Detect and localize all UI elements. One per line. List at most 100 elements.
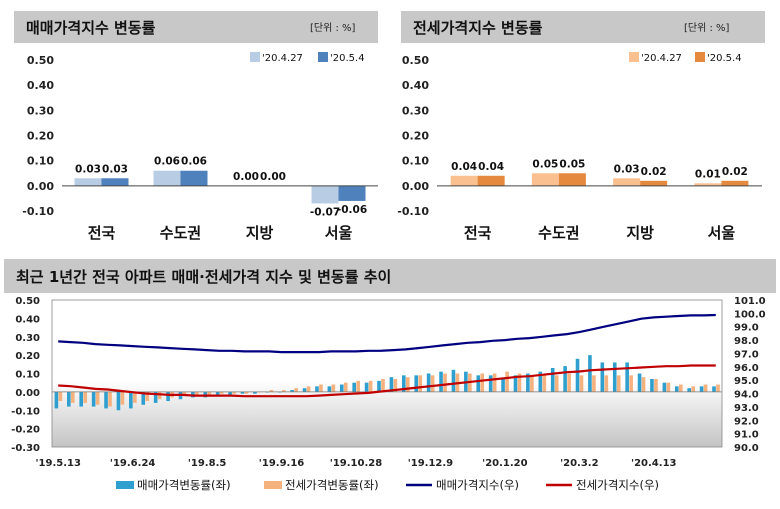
legend-swatch-sale-curr [318,52,328,62]
y-tick-label: 0.20 [27,130,54,143]
sale-change-bar [79,391,84,407]
rent-change-bar [393,379,398,392]
category-label: 서울 [325,224,353,242]
rent-change-bar [480,373,485,392]
rent-change-bar [356,380,360,392]
bar-prev [694,183,722,186]
bar-value-label: 0.04 [451,161,477,173]
bar-value-label: 0.05 [559,158,585,170]
x-tick-label: '19.8.5 [188,458,227,469]
rent-change-bar [145,391,150,402]
y-tick-label: 0.40 [27,79,54,92]
bar-value-label: 0.04 [478,161,504,173]
rent-change-bar [654,379,658,392]
bar-curr [338,185,366,201]
y-tick-label: 0.50 [402,54,429,67]
sale-change-bar [650,379,654,392]
legend-swatch-sale-prev [250,52,260,62]
legend-label-sale-prev: '20.4.27 [262,53,303,64]
trend-x-axis: '19.5.13 '19.6.24 '19.8.5 '19.9.16 '19.10.28… [35,458,676,469]
sale-change-bar [674,386,679,392]
rent-change-bar [182,391,187,396]
sale-change-bar [687,388,691,392]
rent-change-bar [703,384,708,392]
rent-change-bar [71,391,75,403]
bar-curr [640,180,668,186]
x-tick-label: '19.12.9 [408,458,453,469]
category-label: 서울 [708,224,736,242]
sale-change-bar [166,391,170,402]
sale-change-bar [129,391,133,409]
sale-change-bar [625,362,629,392]
right-tick-label: 97.0 [734,349,759,360]
category-label: 수도권 [538,224,579,242]
category-label: 지방 [626,224,654,242]
left-tick-label: -0.20 [11,425,40,436]
rent-change-bar [430,375,435,392]
rent-change-bar [691,386,695,392]
y-tick-label: -0.10 [397,205,429,218]
right-tick-label: 90.0 [734,443,759,454]
rent-change-bar [232,391,236,394]
rent-change-bar [716,384,720,392]
y-tick-label: 0.10 [402,155,429,168]
bar-value-label: 0.03 [102,163,128,175]
legend-label-rent-index: 전세가격지수(우) [576,478,659,492]
sale-change-bar [414,375,419,392]
sale-change-bar [315,386,319,392]
legend-swatch-sale-change [116,481,134,489]
sale-change-bar [141,391,146,405]
right-tick-label: 101.0 [734,296,766,307]
sale-change-bar [352,382,356,392]
bar-prev [613,178,641,186]
rent-change-bar [95,391,100,405]
y-tick-label: 0.40 [402,79,429,92]
left-tick-label: 0.40 [15,314,40,325]
rent-change-bar [406,377,410,392]
bar-value-label: 0.00 [233,171,259,183]
bar-value-label: 0.02 [641,166,667,178]
sale-change-bar [600,362,605,392]
sale-change-bar [339,384,344,392]
bar-prev [531,173,559,186]
bar-curr [180,170,208,186]
sale-change-bar [563,366,567,392]
y-tick-label: 0.20 [402,130,429,143]
legend-label-sale-index: 매매가격지수(우) [436,478,519,492]
bar-value-label: 0.01 [695,168,721,180]
rent-change-bar [195,391,199,396]
sale-change-bar [637,373,642,392]
rent-change-panel: 전세가격지수 변동률 [단위 : %] '20.4.27 '20.5.4 0.5… [397,11,765,242]
sale-change-bar [67,391,71,407]
rent-change-bar [554,375,559,392]
sale-change-bar [91,391,96,407]
x-tick-label: '19.5.13 [35,458,80,469]
sale-change-bar [488,375,493,392]
bar-curr [101,178,129,186]
rent-change-bar [207,391,212,396]
sale-change-y-axis: 0.50 0.40 0.30 0.20 0.10 0.00 -0.10 [22,54,54,218]
rent-change-bar [641,377,646,392]
rent-change-categories: 전국 수도권 지방 서울 [464,224,736,242]
rent-change-bar [133,391,137,403]
bar-prev [311,185,339,204]
sale-change-bar [513,375,518,392]
rent-change-bar [157,391,162,400]
sale-change-bar [538,371,543,392]
bar-value-label: 0.06 [181,156,207,168]
rent-change-bar [120,391,125,405]
sale-change-bar [153,391,158,403]
sale-change-bar [575,358,580,392]
trend-left-axis: 0.50 0.40 0.30 0.20 0.10 0.00 -0.10 -0.20 -0.30 [11,296,40,454]
rent-change-bar [629,375,633,392]
bar-value-label: 0.05 [532,158,558,170]
sale-change-bar [439,371,443,392]
sale-change-bar [54,391,59,409]
right-tick-label: 100.0 [734,309,766,320]
y-tick-label: 0.30 [402,104,429,117]
left-tick-label: 0.30 [15,333,40,344]
sale-change-bar [526,373,530,392]
sale-change-bar [550,367,555,392]
sale-change-bar [712,386,716,392]
legend-label-rent-change: 전세가격변동률(좌) [285,478,379,492]
